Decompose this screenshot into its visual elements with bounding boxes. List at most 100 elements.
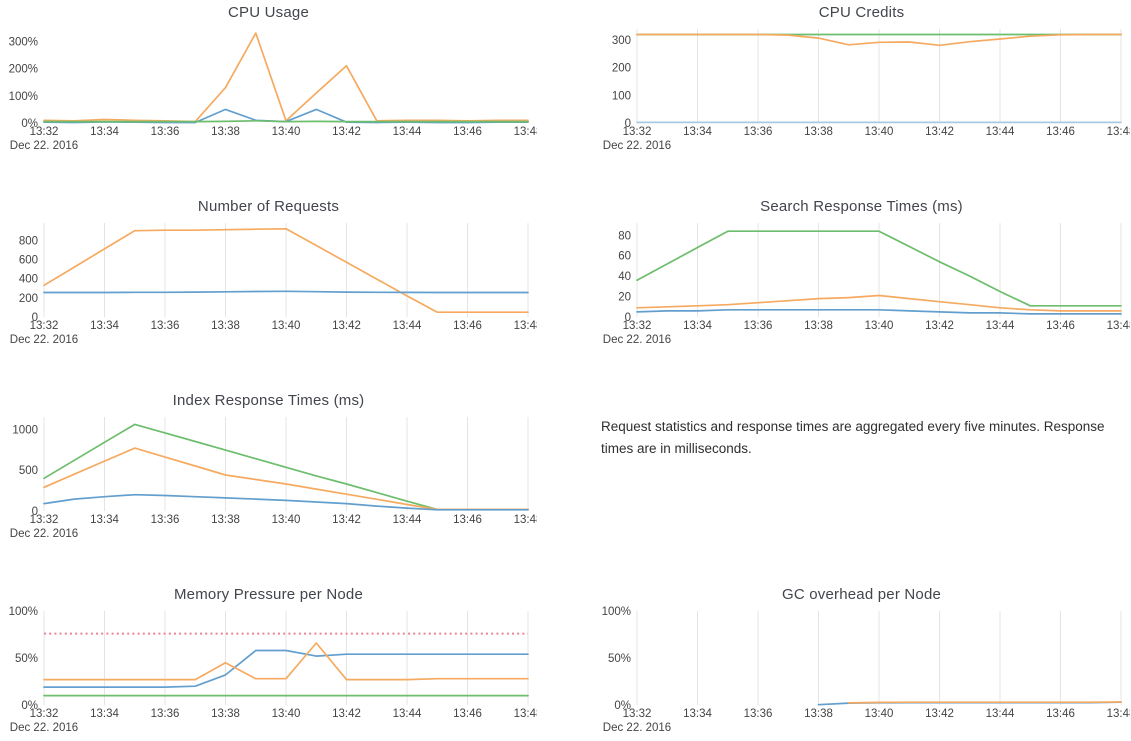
cpu-usage-plot[interactable]: 0% 100% 200% 300% 13:32 13:34 13:36 13:38 13:40 1…	[0, 21, 537, 157]
svg-text:13:38: 13:38	[211, 126, 240, 138]
svg-text:13:38: 13:38	[804, 708, 833, 720]
svg-text:Dec 22. 2016: Dec 22. 2016	[603, 722, 671, 734]
svg-text:0: 0	[32, 506, 38, 518]
svg-text:13:42: 13:42	[925, 320, 954, 332]
svg-text:13:46: 13:46	[1046, 320, 1075, 332]
svg-text:13:46: 13:46	[1046, 126, 1075, 138]
svg-text:13:32: 13:32	[623, 320, 652, 332]
svg-text:20: 20	[618, 292, 631, 304]
svg-text:13:46: 13:46	[453, 126, 482, 138]
svg-text:400: 400	[19, 274, 38, 286]
svg-text:13:34: 13:34	[683, 708, 712, 720]
svg-text:13:48: 13:48	[1107, 708, 1130, 720]
svg-text:Dec 22. 2016: Dec 22. 2016	[603, 140, 671, 152]
search-response-times-plot[interactable]: 0 20 40 60 80 13:32 13:34 13:36 13:38 13:40 13:42 1…	[593, 215, 1130, 351]
svg-text:60: 60	[618, 251, 631, 263]
svg-text:13:48: 13:48	[514, 320, 537, 332]
svg-text:13:44: 13:44	[393, 514, 422, 526]
memory-pressure-chart: Memory Pressure per Node 0% 50% 100% 13:32 1…	[0, 584, 537, 741]
svg-text:100%: 100%	[602, 606, 631, 618]
svg-text:13:46: 13:46	[1046, 708, 1075, 720]
svg-text:13:34: 13:34	[90, 320, 119, 332]
number-of-requests-chart: Number of Requests 0 200 400 600 800 13:32 13:…	[0, 196, 537, 354]
svg-text:800: 800	[19, 235, 38, 247]
index-response-times-plot[interactable]: 0 500 1000 13:32 13:34 13:36 13:38 13:40 13:42 13…	[0, 409, 537, 545]
chart-title: GC overhead per Node	[781, 586, 942, 603]
svg-text:13:40: 13:40	[272, 514, 301, 526]
svg-text:13:38: 13:38	[211, 514, 240, 526]
svg-text:1000: 1000	[12, 424, 38, 436]
svg-text:500: 500	[19, 465, 38, 477]
svg-text:13:32: 13:32	[30, 514, 59, 526]
svg-text:13:40: 13:40	[865, 126, 894, 138]
memory-pressure-plot[interactable]: 0% 50% 100% 13:32 13:34 13:36 13:38 13:40 13:42 1…	[0, 603, 537, 739]
svg-text:600: 600	[19, 254, 38, 266]
svg-text:13:34: 13:34	[683, 126, 712, 138]
chart-title: Memory Pressure per Node	[173, 586, 364, 603]
svg-text:0: 0	[32, 312, 38, 324]
svg-text:13:38: 13:38	[211, 708, 240, 720]
svg-text:13:46: 13:46	[453, 320, 482, 332]
chart-title: CPU Credits	[818, 4, 905, 21]
svg-text:13:42: 13:42	[332, 320, 361, 332]
svg-text:13:44: 13:44	[393, 126, 422, 138]
svg-text:Dec 22. 2016: Dec 22. 2016	[10, 140, 78, 152]
svg-text:200: 200	[19, 293, 38, 305]
cpu-credits-chart: CPU Credits 0 100 200 300 13:32 13:34 13:36 13:…	[593, 2, 1130, 160]
svg-text:13:42: 13:42	[332, 514, 361, 526]
gc-overhead-chart: GC overhead per Node 0% 50% 100% 13:32 13:34…	[593, 584, 1130, 741]
svg-text:13:46: 13:46	[453, 514, 482, 526]
svg-text:13:34: 13:34	[683, 320, 712, 332]
svg-text:13:36: 13:36	[744, 126, 773, 138]
svg-text:300: 300	[612, 35, 631, 47]
svg-text:13:32: 13:32	[30, 320, 59, 332]
svg-text:100%: 100%	[9, 91, 38, 103]
svg-text:13:36: 13:36	[744, 320, 773, 332]
number-of-requests-plot[interactable]: 0 200 400 600 800 13:32 13:34 13:36 13:38 13:40 13…	[0, 215, 537, 351]
svg-text:13:42: 13:42	[925, 126, 954, 138]
svg-text:13:38: 13:38	[804, 320, 833, 332]
aggregation-note: Request statistics and response times ar…	[593, 390, 1130, 548]
cpu-credits-plot[interactable]: 0 100 200 300 13:32 13:34 13:36 13:38 13:40 13:42…	[593, 21, 1130, 157]
index-response-times-chart: Index Response Times (ms) 0 500 1000 13:32 1…	[0, 390, 537, 548]
svg-text:13:32: 13:32	[30, 126, 59, 138]
svg-text:0%: 0%	[614, 700, 631, 712]
svg-text:13:32: 13:32	[623, 126, 652, 138]
chart-title: Search Response Times (ms)	[760, 198, 963, 215]
svg-text:100%: 100%	[9, 606, 38, 618]
svg-text:13:38: 13:38	[804, 126, 833, 138]
svg-text:13:38: 13:38	[211, 320, 240, 332]
chart-title: Index Response Times (ms)	[172, 392, 365, 409]
svg-text:13:40: 13:40	[865, 708, 894, 720]
svg-text:40: 40	[618, 271, 631, 283]
svg-text:Dec 22. 2016: Dec 22. 2016	[10, 722, 78, 734]
svg-text:13:36: 13:36	[744, 708, 773, 720]
svg-text:0%: 0%	[21, 700, 38, 712]
svg-text:13:44: 13:44	[986, 708, 1015, 720]
svg-text:300%: 300%	[9, 36, 38, 48]
aggregation-note-text: Request statistics and response times ar…	[601, 419, 1105, 456]
svg-text:13:48: 13:48	[514, 708, 537, 720]
svg-text:0: 0	[625, 312, 631, 324]
svg-text:13:44: 13:44	[393, 708, 422, 720]
svg-text:13:34: 13:34	[90, 708, 119, 720]
svg-text:13:40: 13:40	[272, 708, 301, 720]
svg-text:80: 80	[618, 230, 631, 242]
svg-text:13:48: 13:48	[514, 126, 537, 138]
svg-text:200%: 200%	[9, 64, 38, 76]
svg-text:Dec 22. 2016: Dec 22. 2016	[10, 528, 78, 540]
svg-text:13:36: 13:36	[151, 708, 180, 720]
svg-text:13:34: 13:34	[90, 514, 119, 526]
svg-text:13:32: 13:32	[30, 708, 59, 720]
svg-text:13:48: 13:48	[514, 514, 537, 526]
svg-text:13:36: 13:36	[151, 126, 180, 138]
svg-text:13:40: 13:40	[272, 126, 301, 138]
svg-text:0%: 0%	[21, 118, 38, 130]
svg-text:13:34: 13:34	[90, 126, 119, 138]
svg-text:50%: 50%	[608, 653, 631, 665]
gc-overhead-plot[interactable]: 0% 50% 100% 13:32 13:34 13:36 13:38 13:40 13:42 1…	[593, 603, 1130, 739]
svg-text:Dec 22. 2016: Dec 22. 2016	[603, 334, 671, 346]
svg-text:13:44: 13:44	[986, 320, 1015, 332]
svg-text:13:44: 13:44	[986, 126, 1015, 138]
